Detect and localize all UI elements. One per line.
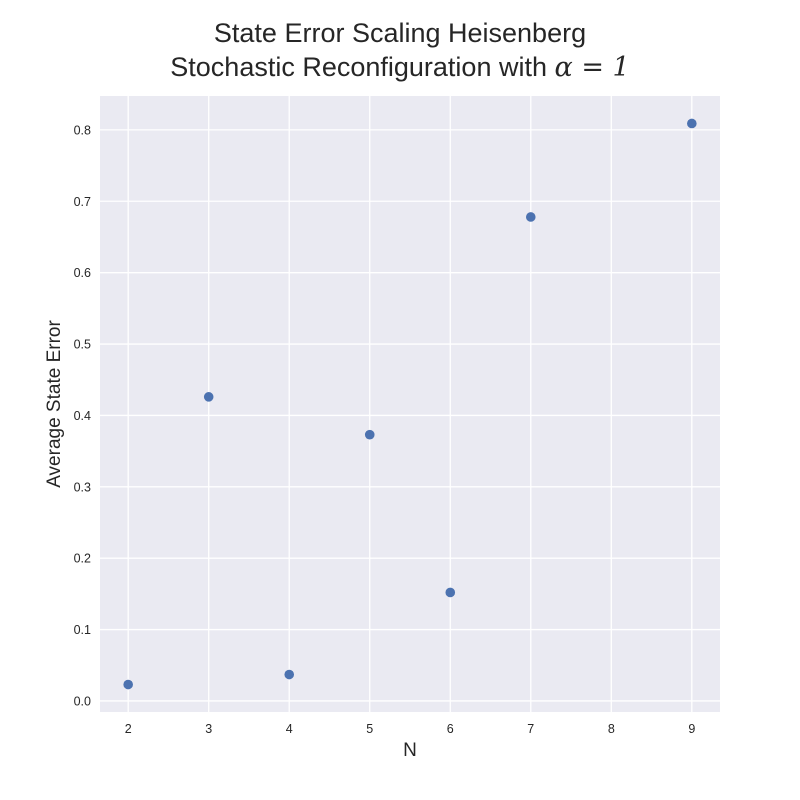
x-tick-label: 7: [527, 722, 534, 736]
data-point: [687, 118, 697, 129]
data-point: [123, 679, 133, 690]
chart-title-line-2: Stochastic Reconfiguration with α = 1: [0, 50, 800, 85]
chart-title-math: α = 1: [554, 52, 630, 83]
y-axis-label: Average State Error: [44, 320, 65, 488]
x-tick-label: 5: [366, 722, 373, 736]
y-tick-label: 0.2: [74, 552, 91, 566]
chart-title: State Error Scaling Heisenberg Stochasti…: [0, 16, 800, 85]
data-point: [364, 429, 375, 440]
x-tick-label: 3: [205, 722, 212, 736]
y-tick-label: 0.6: [74, 266, 91, 280]
chart-title-line-2-text: Stochastic Reconfiguration with: [170, 52, 547, 82]
data-point: [284, 669, 295, 680]
x-tick-label: 4: [286, 722, 293, 736]
x-axis-label: N: [403, 740, 417, 761]
x-tick-label: 8: [608, 722, 615, 736]
x-tick-label: 2: [125, 722, 132, 736]
x-tick-label: 9: [688, 722, 695, 736]
y-tick-label: 0.7: [74, 195, 91, 209]
grid-lines: [100, 96, 720, 712]
y-tick-label: 0.4: [74, 409, 91, 423]
data-points: [123, 118, 697, 690]
y-tick-label: 0.8: [74, 123, 91, 137]
chart-title-line-1: State Error Scaling Heisenberg: [213, 18, 587, 48]
data-point: [525, 212, 536, 222]
y-tick-label: 0.3: [74, 480, 91, 494]
plot-area: [100, 96, 720, 712]
y-tick-label: 0.5: [74, 338, 91, 352]
tick-labels: 2 3 4 5 6 7 8 9 0.0 0.1 0.2 0.3 0.4 0.5 0.6 0.7 0.8: [74, 123, 696, 736]
y-tick-label: 0.0: [74, 694, 91, 708]
data-point: [445, 587, 456, 598]
y-tick-label: 0.1: [74, 623, 91, 637]
x-tick-label: 6: [447, 722, 454, 736]
data-point: [203, 392, 214, 402]
